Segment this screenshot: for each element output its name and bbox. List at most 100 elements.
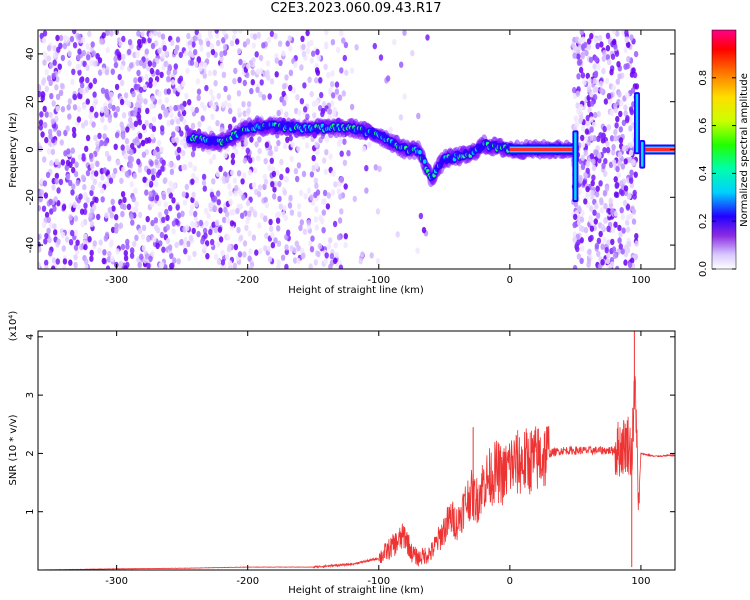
noise-speckle <box>153 80 158 87</box>
noise-speckle <box>75 63 81 71</box>
noise-speckle <box>95 160 100 168</box>
noise-speckle <box>593 218 598 225</box>
noise-speckle <box>72 93 78 101</box>
noise-speckle <box>580 43 586 50</box>
noise-speckle <box>579 216 585 223</box>
noise-speckle <box>144 189 149 196</box>
noise-speckle <box>611 30 617 35</box>
noise-speckle <box>155 69 160 76</box>
noise-speckle <box>130 247 135 254</box>
noise-speckle <box>252 167 258 174</box>
noise-speckle <box>91 50 97 57</box>
noise-speckle <box>311 154 316 162</box>
noise-speckle <box>273 145 279 152</box>
noise-speckle <box>267 93 272 100</box>
noise-speckle <box>94 196 99 204</box>
noise-speckle <box>314 99 319 106</box>
noise-speckle <box>208 100 214 107</box>
noise-speckle <box>45 171 51 179</box>
noise-speckle <box>331 170 336 177</box>
noise-speckle <box>588 56 594 64</box>
noise-speckle <box>395 231 400 238</box>
noise-speckle <box>276 259 281 266</box>
noise-speckle <box>192 250 197 258</box>
noise-speckle <box>156 139 162 147</box>
noise-speckle <box>250 69 255 76</box>
noise-speckle <box>200 115 205 122</box>
noise-speckle <box>586 202 591 209</box>
noise-speckle <box>52 59 57 66</box>
noise-speckle <box>622 199 628 207</box>
noise-speckle <box>226 94 232 101</box>
noise-speckle <box>334 88 340 95</box>
noise-speckle <box>153 217 159 224</box>
noise-speckle <box>309 57 314 64</box>
noise-speckle <box>342 138 347 145</box>
noise-speckle <box>322 157 327 164</box>
noise-speckle <box>84 263 89 269</box>
noise-speckle <box>94 111 99 119</box>
noise-speckle <box>70 189 75 196</box>
noise-speckle <box>259 79 264 86</box>
noise-speckle <box>104 150 110 158</box>
noise-speckle <box>586 38 592 45</box>
noise-speckle <box>341 90 346 97</box>
noise-speckle <box>150 168 155 176</box>
noise-speckle <box>120 132 125 139</box>
noise-speckle <box>187 99 192 106</box>
noise-speckle <box>219 50 224 58</box>
noise-speckle <box>157 211 163 218</box>
noise-speckle <box>106 256 112 263</box>
noise-speckle <box>280 254 286 261</box>
noise-speckle <box>144 73 149 81</box>
noise-speckle <box>67 113 72 120</box>
noise-speckle <box>211 153 217 161</box>
noise-speckle <box>573 115 578 122</box>
noise-speckle <box>102 167 107 174</box>
noise-speckle <box>187 161 193 168</box>
noise-speckle <box>175 204 180 211</box>
noise-speckle <box>194 176 199 183</box>
noise-speckle <box>576 53 581 60</box>
noise-speckle <box>63 129 68 137</box>
noise-speckle <box>38 205 41 212</box>
noise-speckle <box>595 212 601 219</box>
noise-speckle <box>199 45 204 52</box>
noise-speckle <box>107 207 113 214</box>
noise-speckle <box>596 250 601 258</box>
noise-speckle <box>586 43 592 50</box>
noise-speckle <box>43 238 48 245</box>
noise-speckle <box>132 240 137 247</box>
noise-speckle <box>68 214 73 221</box>
noise-speckle <box>597 157 602 164</box>
noise-speckle <box>77 92 82 99</box>
noise-speckle <box>119 64 125 71</box>
noise-speckle <box>360 251 365 258</box>
noise-speckle <box>189 59 195 66</box>
noise-speckle <box>157 200 162 207</box>
noise-speckle <box>50 118 55 125</box>
noise-speckle <box>175 118 181 125</box>
noise-speckle <box>42 105 47 113</box>
noise-speckle <box>185 224 190 232</box>
noise-speckle <box>110 68 116 75</box>
noise-speckle <box>54 158 59 165</box>
noise-speckle <box>613 176 618 183</box>
noise-speckle <box>160 125 165 132</box>
noise-speckle <box>617 160 622 167</box>
noise-speckle <box>51 257 57 264</box>
spike-core <box>574 132 577 201</box>
noise-speckle <box>267 36 272 43</box>
noise-speckle <box>330 189 336 196</box>
noise-speckle <box>38 124 43 131</box>
noise-speckle <box>114 222 119 230</box>
noise-speckle <box>219 62 224 70</box>
noise-speckle <box>140 30 145 37</box>
noise-speckle <box>336 188 342 195</box>
y-tick-label: 1 <box>25 509 36 515</box>
noise-speckle <box>55 258 60 265</box>
noise-speckle <box>59 82 65 90</box>
noise-speckle <box>276 211 281 218</box>
noise-speckle <box>183 236 188 244</box>
